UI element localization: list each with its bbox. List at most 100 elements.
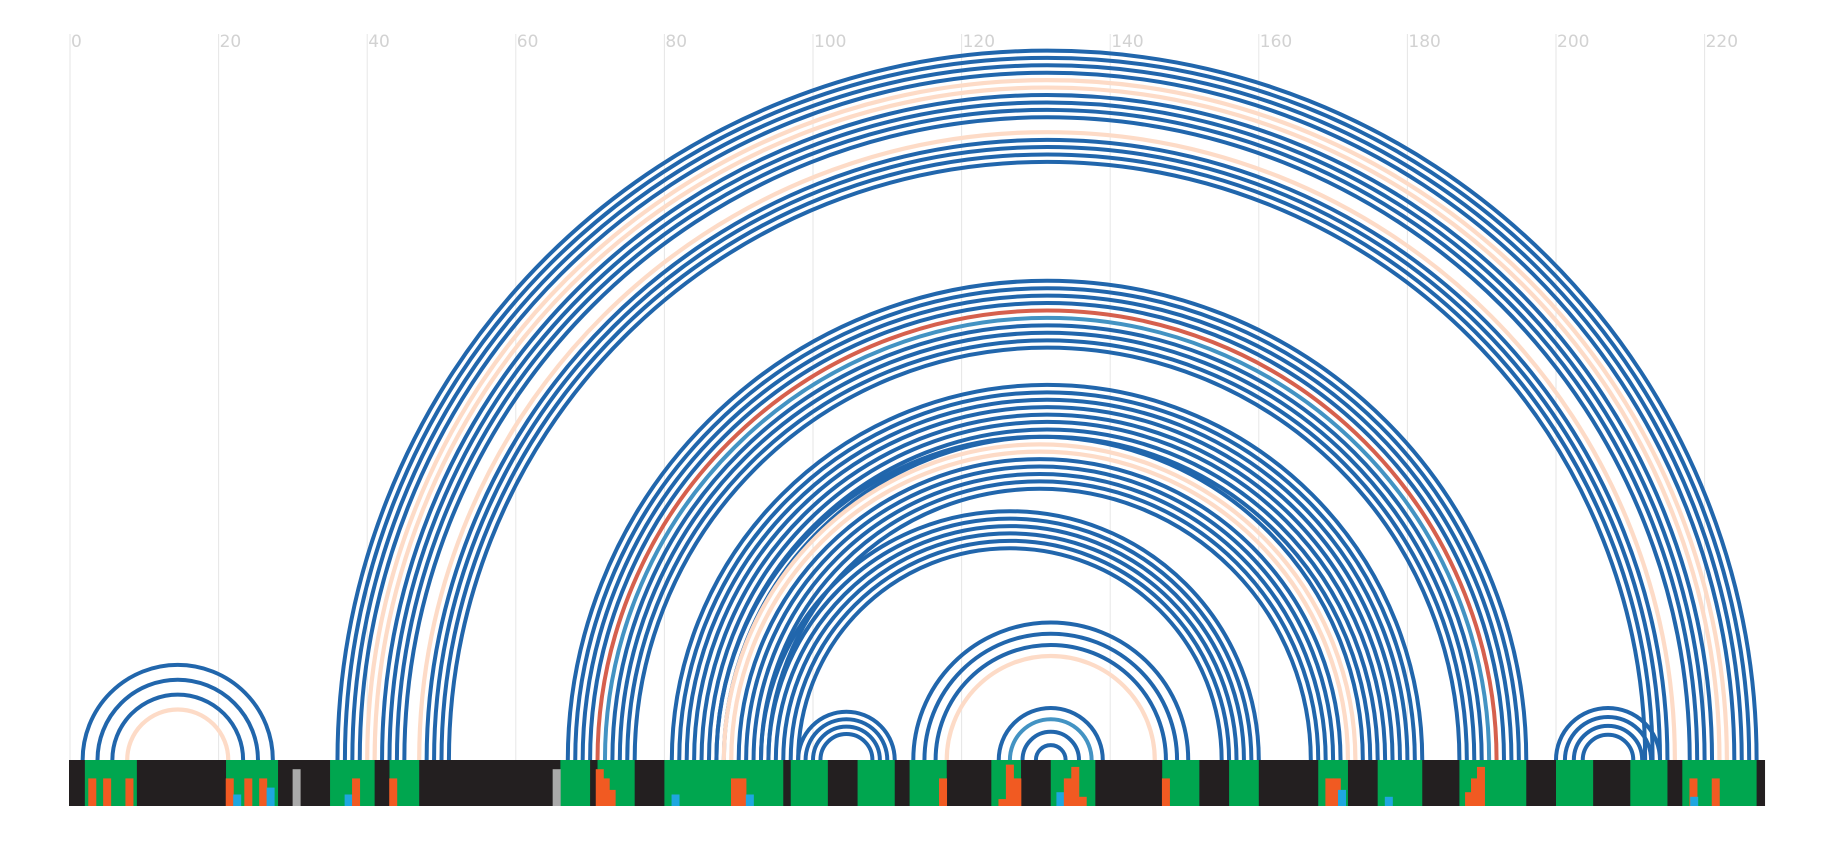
arc (796, 546, 1224, 761)
arc (1554, 705, 1663, 761)
paired-region (1377, 760, 1423, 806)
base-mark (738, 778, 747, 806)
arc (335, 48, 1759, 761)
base-mark (745, 794, 754, 806)
base-mark (244, 778, 253, 806)
base-mark (225, 778, 234, 806)
arc (125, 707, 231, 761)
arc (432, 145, 1663, 761)
arc (773, 523, 1246, 761)
paired-region (790, 760, 828, 806)
base-mark (352, 778, 361, 806)
arc (1562, 715, 1654, 761)
arc (402, 115, 1692, 761)
arc (610, 323, 1484, 761)
arc (1007, 717, 1094, 761)
base-mark (125, 778, 134, 806)
arc (1033, 743, 1068, 761)
base-mark (259, 778, 268, 806)
base-mark (595, 769, 604, 806)
arc (803, 717, 890, 761)
tick-label: 40 (368, 32, 390, 52)
arc (714, 434, 1365, 761)
base-mark (939, 778, 948, 806)
base-mark (730, 778, 739, 806)
tick-label: 80 (665, 32, 687, 52)
sequence-track (69, 760, 1766, 806)
arc (595, 308, 1499, 761)
arc (1571, 723, 1645, 761)
arc (394, 107, 1700, 761)
arc (933, 642, 1168, 761)
base-mark (1689, 778, 1698, 806)
arc (766, 516, 1254, 761)
arc (811, 724, 882, 761)
arc (380, 93, 1715, 761)
arc (766, 486, 1313, 761)
arc (692, 405, 1402, 761)
base-mark (552, 769, 561, 806)
arc (796, 709, 897, 761)
tick-label: 160 (1260, 32, 1292, 52)
tick-label: 180 (1408, 32, 1440, 52)
base-mark (88, 778, 97, 806)
arc (922, 631, 1180, 761)
arc (751, 471, 1328, 761)
tick-label: 140 (1111, 32, 1143, 52)
base-mark (1471, 778, 1480, 806)
arc (818, 732, 875, 761)
arc (439, 152, 1655, 761)
arc (911, 621, 1191, 761)
arc (580, 293, 1514, 761)
base-mark (344, 794, 353, 806)
base-mark (1690, 796, 1699, 806)
tick-label: 60 (517, 32, 539, 52)
arc (365, 78, 1729, 761)
arc (1020, 730, 1081, 761)
tick-label: 220 (1706, 32, 1738, 52)
arc (372, 85, 1722, 761)
arc (996, 705, 1105, 761)
arc (80, 662, 275, 761)
base-mark (233, 794, 242, 806)
arc (781, 531, 1239, 761)
arc (706, 419, 1388, 761)
arc (617, 330, 1477, 761)
arc (110, 692, 246, 761)
base-mark (1071, 766, 1080, 806)
arc (758, 509, 1261, 761)
arc (699, 412, 1395, 761)
base-mark (1476, 766, 1485, 806)
base-mark (1384, 796, 1393, 806)
base-mark (1005, 764, 1014, 806)
arc (684, 397, 1410, 761)
base-mark (266, 787, 275, 806)
arc (417, 130, 1677, 761)
base-mark (1332, 778, 1341, 806)
arc (758, 479, 1321, 761)
arc (565, 278, 1529, 761)
base-mark (1465, 792, 1474, 806)
base-mark (103, 778, 112, 806)
arc (744, 464, 1336, 761)
arc (677, 390, 1417, 761)
base-mark (1338, 789, 1347, 806)
base-mark (607, 789, 616, 806)
arc (387, 100, 1707, 761)
tick-label: 120 (963, 32, 995, 52)
tick-label: 20 (220, 32, 242, 52)
arc (721, 442, 1358, 761)
arc (729, 449, 1351, 761)
axis-ticks: 0 20 40 60 80 100 120 140 160 180 200 220 (71, 32, 1738, 52)
base-mark (1161, 778, 1170, 806)
tick-label: 0 (71, 32, 82, 52)
base-mark (1711, 778, 1720, 806)
base-mark (292, 769, 301, 806)
base-mark (1078, 796, 1087, 806)
arc (350, 63, 1744, 761)
arc (424, 137, 1670, 761)
arc (1580, 733, 1636, 761)
arc (736, 457, 1343, 761)
paired-region (1556, 760, 1594, 806)
